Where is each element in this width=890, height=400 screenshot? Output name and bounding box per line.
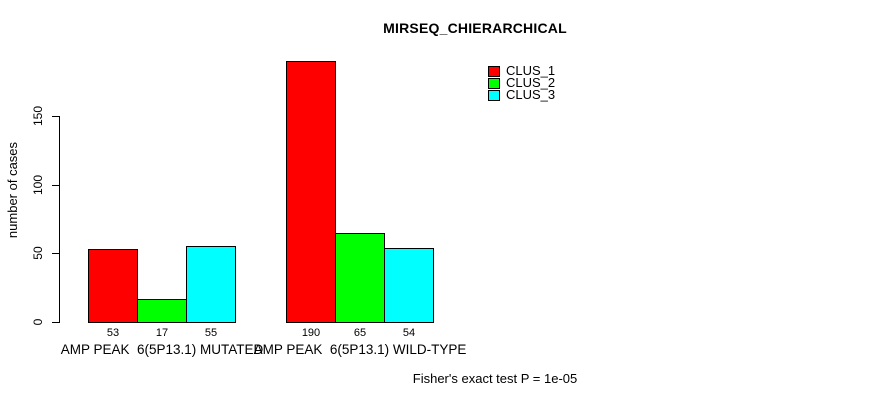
- legend-swatch-icon: [488, 65, 500, 77]
- y-axis-tick-label: 50: [31, 246, 45, 260]
- y-axis-tick: [52, 322, 59, 323]
- bar-value-label: 190: [301, 327, 321, 339]
- bar-value-label: 65: [353, 327, 367, 339]
- category-label: AMP PEAK 6(5P13.1) WILD-TYPE: [253, 342, 467, 357]
- fisher-test-annotation: Fisher's exact test P = 1e-05: [412, 371, 578, 386]
- legend-label: CLUS_3: [506, 87, 556, 102]
- y-axis-tick-label: 0: [31, 318, 45, 326]
- bar-clus_3-group2: [384, 248, 434, 323]
- chart-title: MIRSEQ_CHIERARCHICAL: [383, 20, 567, 36]
- legend-row-clus_3: CLUS_3: [488, 87, 556, 102]
- bar-clus_3-group1: [186, 246, 236, 323]
- y-axis-label: number of cases: [5, 141, 20, 239]
- bar-value-label: 55: [204, 327, 218, 339]
- legend: CLUS_1 CLUS_2 CLUS_3: [488, 63, 556, 102]
- legend-row-clus_2: CLUS_2: [488, 75, 556, 90]
- bar-clus_1-group2: [286, 61, 336, 323]
- category-label: AMP PEAK 6(5P13.1) MUTATED: [60, 342, 264, 357]
- y-axis-line: [59, 116, 60, 323]
- legend-label: CLUS_1: [506, 63, 556, 78]
- bar-clus_2-group2: [335, 233, 385, 323]
- legend-swatch-icon: [488, 77, 500, 89]
- legend-swatch-icon: [488, 89, 500, 101]
- y-axis-tick: [52, 253, 59, 254]
- legend-row-clus_1: CLUS_1: [488, 63, 556, 78]
- y-axis-tick-label: 100: [31, 174, 45, 196]
- bar-value-label: 54: [402, 327, 416, 339]
- bar-value-label: 53: [106, 327, 120, 339]
- bar-clus_2-group1: [137, 299, 187, 323]
- legend-label: CLUS_2: [506, 75, 556, 90]
- y-axis-tick: [52, 116, 59, 117]
- y-axis-tick: [52, 185, 59, 186]
- y-axis-tick-label: 150: [31, 105, 45, 127]
- bar-value-label: 17: [155, 327, 169, 339]
- bar-clus_1-group1: [88, 249, 138, 323]
